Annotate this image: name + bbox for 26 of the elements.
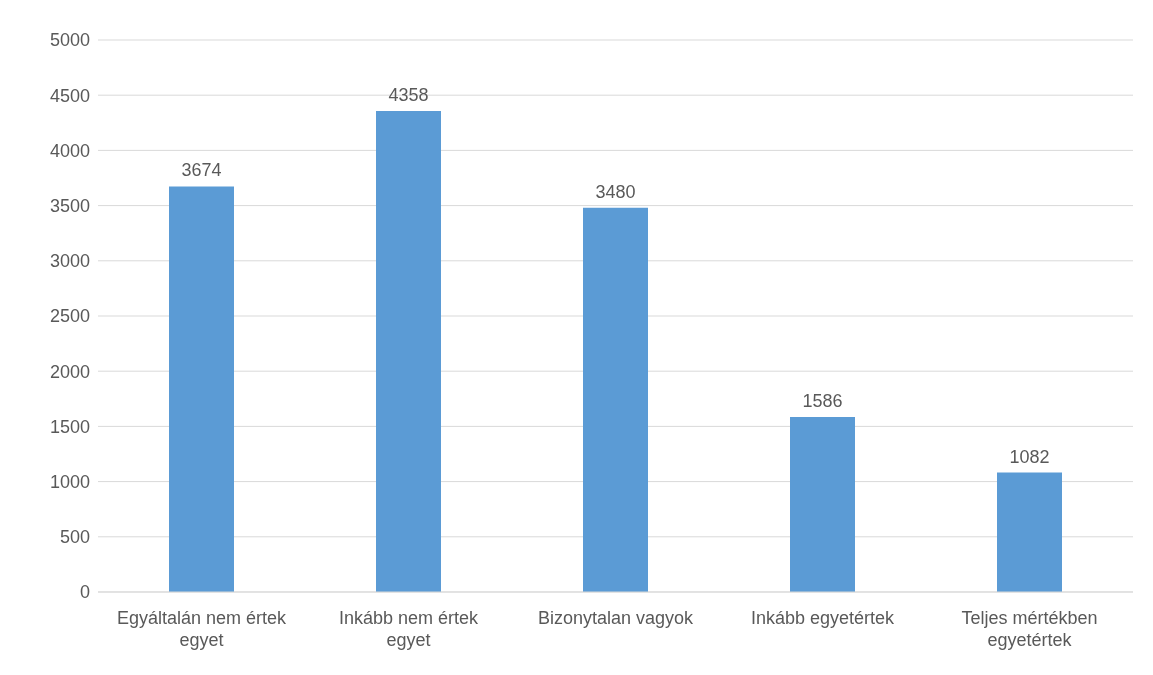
y-tick-label: 1000	[49, 471, 90, 492]
y-tick-label: 4000	[49, 140, 90, 161]
y-tick-label: 4500	[49, 85, 90, 106]
y-tick-label: 3500	[49, 195, 90, 216]
x-tick-label: Inkább nem értek egyet	[338, 608, 480, 650]
x-tick-label: Teljes mértékben egyetértek	[961, 608, 1098, 650]
data-label: 3674	[181, 160, 222, 181]
bar	[790, 416, 855, 592]
x-tick-label: Inkább egyetértek	[750, 608, 896, 629]
data-label: 1082	[1009, 446, 1050, 467]
y-tick-label: 5000	[49, 30, 90, 51]
y-tick-label: 2000	[49, 361, 90, 382]
y-tick-label: 2500	[49, 306, 90, 327]
bar	[169, 186, 234, 592]
y-tick-label: 0	[79, 582, 90, 603]
bar	[583, 207, 648, 592]
x-tick-label: Bizonytalan vagyok	[537, 608, 695, 629]
data-label: 1586	[802, 390, 843, 411]
bar	[997, 472, 1062, 592]
data-label: 4358	[388, 84, 429, 105]
y-tick-label: 3000	[49, 251, 90, 272]
data-label: 3480	[595, 181, 636, 202]
y-tick-label: 500	[59, 527, 90, 548]
bar	[376, 110, 441, 592]
x-tick-label: Egyáltalán nem értek egyet	[116, 608, 288, 650]
y-tick-label: 1500	[49, 416, 90, 437]
